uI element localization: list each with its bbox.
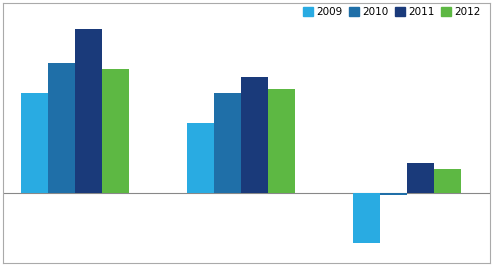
Legend: 2009, 2010, 2011, 2012: 2009, 2010, 2011, 2012 xyxy=(299,3,485,21)
Bar xyxy=(103,69,129,193)
Bar xyxy=(241,77,268,193)
Bar xyxy=(434,169,461,193)
Bar xyxy=(22,93,48,193)
Bar xyxy=(268,89,295,193)
Bar xyxy=(75,29,103,193)
Bar xyxy=(353,193,380,243)
Bar xyxy=(407,163,434,193)
Bar xyxy=(380,193,407,195)
Bar xyxy=(48,63,75,193)
Bar xyxy=(187,123,214,193)
Bar xyxy=(214,93,241,193)
